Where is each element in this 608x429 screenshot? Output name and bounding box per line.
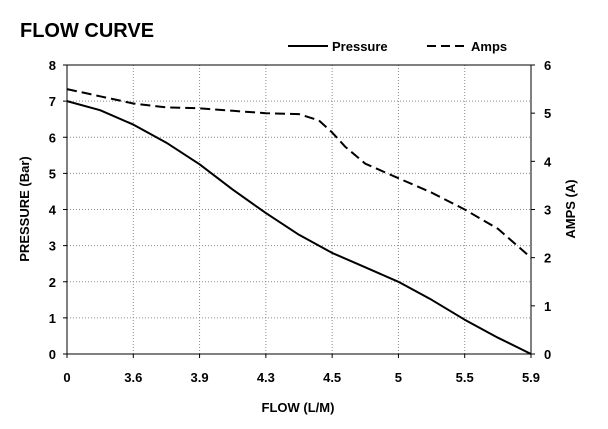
x-tick-label: 4.3	[257, 370, 275, 385]
legend-pressure-label: Pressure	[332, 39, 388, 54]
x-tick-label: 3.6	[124, 370, 142, 385]
right-tick-label: 1	[544, 299, 551, 314]
x-axis-title: FLOW (L/M)	[262, 400, 335, 415]
x-axis-ticks: 0 3.6 3.9 4.3 4.5 5 5.5 5.9	[63, 354, 540, 385]
x-tick-label: 5.5	[456, 370, 474, 385]
left-tick-label: 8	[49, 58, 56, 73]
left-tick-label: 3	[49, 239, 56, 254]
x-tick-label: 0	[63, 370, 70, 385]
series-line-pressure	[66, 100, 532, 355]
right-tick-label: 4	[544, 154, 552, 169]
x-tick-label: 5.9	[522, 370, 540, 385]
left-tick-label: 1	[49, 311, 56, 326]
left-tick-label: 2	[49, 275, 56, 290]
left-tick-label: 6	[49, 130, 56, 145]
left-tick-label: 7	[49, 94, 56, 109]
right-tick-label: 0	[544, 347, 551, 362]
legend-amps-label: Amps	[471, 39, 507, 54]
right-tick-label: 2	[544, 251, 551, 266]
x-tick-label: 4.5	[323, 370, 341, 385]
right-tick-label: 6	[544, 58, 551, 73]
chart-title: FLOW CURVE	[20, 20, 154, 42]
right-tick-label: 5	[544, 106, 551, 121]
left-tick-label: 0	[49, 347, 56, 362]
x-tick-label: 3.9	[191, 370, 209, 385]
legend: Pressure Amps	[288, 39, 507, 54]
right-tick-label: 3	[544, 203, 551, 218]
left-axis-title: PRESSURE (Bar)	[17, 156, 32, 261]
right-axis-ticks: 0 1 2 3 4 5 6	[531, 58, 552, 362]
right-axis-title: AMPS (A)	[563, 179, 578, 238]
x-tick-label: 5	[395, 370, 402, 385]
grid	[67, 65, 531, 354]
series-layer	[66, 88, 532, 355]
left-axis-ticks: 0 1 2 3 4 5 6 7 8	[49, 58, 67, 362]
left-tick-label: 5	[49, 166, 56, 181]
series-line-amps	[66, 88, 532, 259]
left-tick-label: 4	[49, 203, 57, 218]
